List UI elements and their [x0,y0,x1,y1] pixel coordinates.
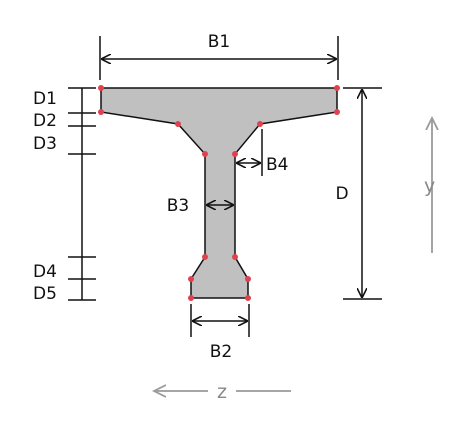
depth-chain [68,87,96,301]
label-d: D [335,184,348,204]
label-b4: B4 [266,155,288,175]
dimension-b2 [190,304,250,337]
y-axis-label: y [424,175,435,197]
vertex-point [232,254,238,260]
vertex-point [202,254,208,260]
label-d2: D2 [33,111,57,131]
label-b1: B1 [208,32,230,52]
label-d1: D1 [33,89,57,109]
beam-cross-section [100,87,338,299]
vertex-markers [98,85,340,301]
vertex-point [245,276,251,282]
vertex-point [232,151,238,157]
dimension-b1 [99,36,339,80]
label-b3: B3 [167,196,189,216]
vertex-point [188,295,194,301]
vertex-point [175,121,181,127]
vertex-point [188,276,194,282]
label-d4: D4 [33,262,57,282]
label-d3: D3 [33,134,57,154]
label-d5: D5 [33,284,57,304]
vertex-point [257,121,263,127]
z-axis-label: z [217,381,227,403]
vertex-point [334,85,340,91]
vertex-point [202,151,208,157]
vertex-point [98,85,104,91]
label-b2: B2 [210,342,232,362]
dimension-b4 [237,129,263,176]
vertex-point [98,109,104,115]
dimension-d [343,87,382,300]
vertex-point [245,295,251,301]
vertex-point [334,109,340,115]
